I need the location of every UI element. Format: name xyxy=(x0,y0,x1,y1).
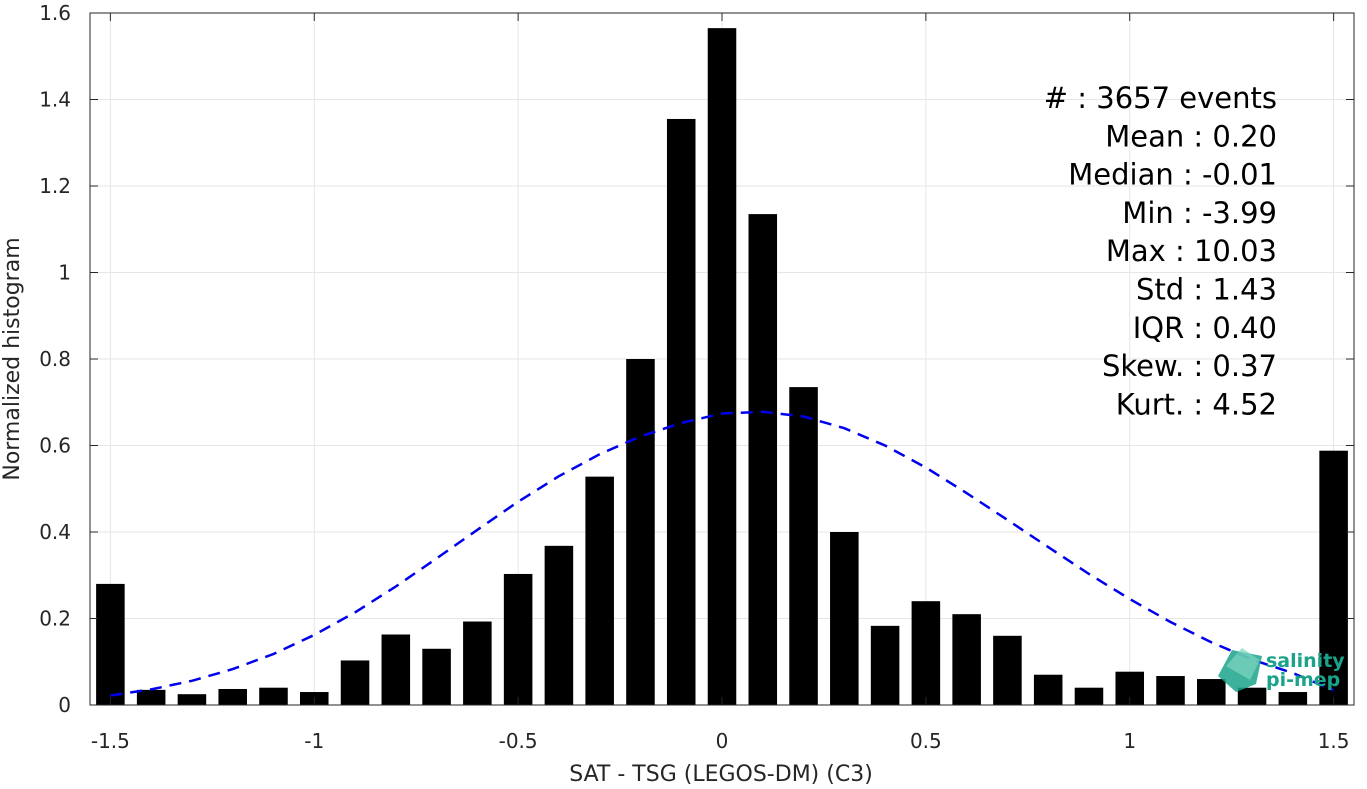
x-tick-label: -0.5 xyxy=(499,729,538,753)
y-tick-label: 0.6 xyxy=(39,434,71,458)
histogram-bar xyxy=(1156,676,1185,705)
x-tick-label: 0 xyxy=(716,729,729,753)
salinity-pimep-logo: salinity pi-mep xyxy=(1218,648,1345,692)
histogram-bar xyxy=(177,694,207,705)
histogram-bar xyxy=(789,387,818,705)
stats-line: Median : -0.01 xyxy=(1068,158,1277,192)
y-tick-label: 1.6 xyxy=(39,1,71,25)
tick-labels: -1.5 -1 -0.5 0 0.5 1 1.5 0 0.2 0.4 0.6 0.8 1 1.2 1.4 1.… xyxy=(39,1,1349,753)
histogram-bar xyxy=(1197,679,1226,705)
histogram-bar xyxy=(870,625,900,705)
histogram-bar xyxy=(1074,687,1104,705)
x-axis-label: SAT - TSG (LEGOS-DM) (C3) xyxy=(569,762,873,785)
y-tick-label: 0.4 xyxy=(39,520,71,544)
stats-line: Max : 10.03 xyxy=(1106,234,1277,268)
histogram-bar xyxy=(830,532,859,705)
x-tick-label: -1.5 xyxy=(91,729,130,753)
y-tick-label: 1.2 xyxy=(39,174,71,198)
histogram-bar xyxy=(381,634,411,705)
x-tick-label: -1 xyxy=(304,729,324,753)
x-tick-label: 0.5 xyxy=(910,729,942,753)
histogram-bar xyxy=(422,648,451,705)
histogram-bar xyxy=(1278,692,1308,705)
stats-line: Min : -3.99 xyxy=(1122,196,1277,230)
histogram-bar xyxy=(503,573,533,705)
histogram-bar xyxy=(626,359,655,705)
logo-emblem-icon xyxy=(1218,648,1262,692)
histogram-bar xyxy=(1033,674,1063,705)
histogram-bar xyxy=(218,688,247,705)
histogram-bar xyxy=(96,583,125,705)
histogram-bar xyxy=(585,476,614,705)
axes xyxy=(89,12,1355,706)
histogram-bar xyxy=(952,614,981,705)
histogram-bar xyxy=(340,660,370,705)
fit-curve-layer xyxy=(110,410,1335,697)
stats-line: Std : 1.43 xyxy=(1136,273,1277,307)
logo-line1: salinity xyxy=(1266,650,1345,672)
histogram-bar xyxy=(544,545,574,705)
stats-annotation: # : 3657 events Mean : 0.20 Median : -0.01… xyxy=(1044,81,1277,421)
histogram-bar xyxy=(463,621,492,705)
histogram-bar xyxy=(1319,450,1348,705)
histogram-bar xyxy=(666,118,696,705)
histogram-bar xyxy=(1237,687,1267,705)
stats-line: Kurt. : 4.52 xyxy=(1116,387,1277,421)
y-tick-label: 1.4 xyxy=(39,88,71,112)
y-axis-label: Normalized histogram xyxy=(0,237,25,480)
x-tick-label: 1 xyxy=(1123,729,1136,753)
histogram-bar xyxy=(707,28,737,705)
x-tick-label: 1.5 xyxy=(1318,729,1350,753)
y-tick-label: 0.8 xyxy=(39,347,71,371)
histogram-bars xyxy=(96,28,1348,706)
stats-line: Mean : 0.20 xyxy=(1105,119,1277,153)
stats-line: Skew. : 0.37 xyxy=(1102,349,1277,383)
normal-fit-curve xyxy=(110,410,1335,697)
logo-line2: pi-mep xyxy=(1266,669,1340,691)
stats-line: IQR : 0.40 xyxy=(1133,311,1277,345)
stats-line: # : 3657 events xyxy=(1044,81,1277,115)
histogram-bar xyxy=(993,635,1022,705)
histogram-bar xyxy=(748,214,778,706)
y-tick-label: 1 xyxy=(58,261,71,285)
y-tick-label: 0 xyxy=(58,693,71,717)
histogram-bar xyxy=(136,689,166,705)
histogram-bar xyxy=(911,601,941,705)
y-tick-label: 0.2 xyxy=(39,607,71,631)
histogram-bar xyxy=(259,687,288,705)
